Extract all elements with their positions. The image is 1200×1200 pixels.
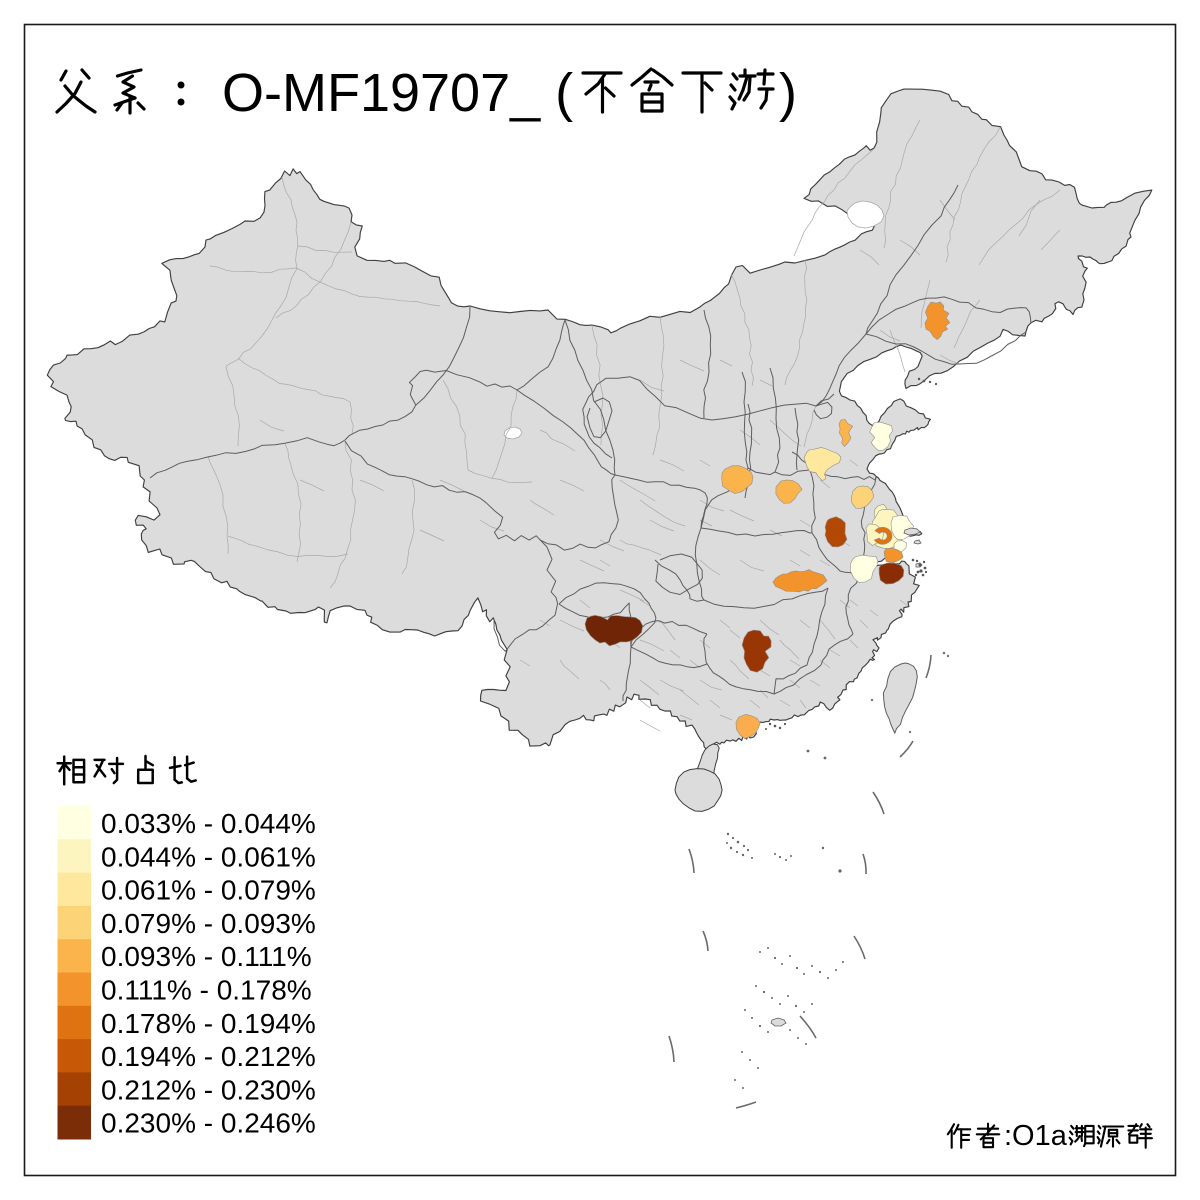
svg-text:O-MF19707_ (: O-MF19707_ ( bbox=[222, 63, 573, 123]
svg-text::O1a: :O1a bbox=[1004, 1120, 1068, 1152]
svg-text:0.033% - 0.044%: 0.033% - 0.044% bbox=[101, 808, 316, 839]
svg-text:0.111% - 0.178%: 0.111% - 0.178% bbox=[101, 975, 312, 1006]
svg-text:0.178% - 0.194%: 0.178% - 0.194% bbox=[101, 1008, 316, 1039]
svg-text:0.079% - 0.093%: 0.079% - 0.093% bbox=[101, 908, 316, 939]
svg-text:0.194% - 0.212%: 0.194% - 0.212% bbox=[101, 1041, 316, 1072]
svg-text:0.212% - 0.230%: 0.212% - 0.230% bbox=[101, 1074, 316, 1105]
svg-text:0.093% - 0.111%: 0.093% - 0.111% bbox=[101, 941, 312, 972]
svg-text:0.230% - 0.246%: 0.230% - 0.246% bbox=[101, 1108, 316, 1139]
svg-text:0.044% - 0.061%: 0.044% - 0.061% bbox=[101, 841, 316, 872]
svg-text:): ) bbox=[779, 63, 797, 123]
svg-text:0.061% - 0.079%: 0.061% - 0.079% bbox=[101, 875, 316, 906]
